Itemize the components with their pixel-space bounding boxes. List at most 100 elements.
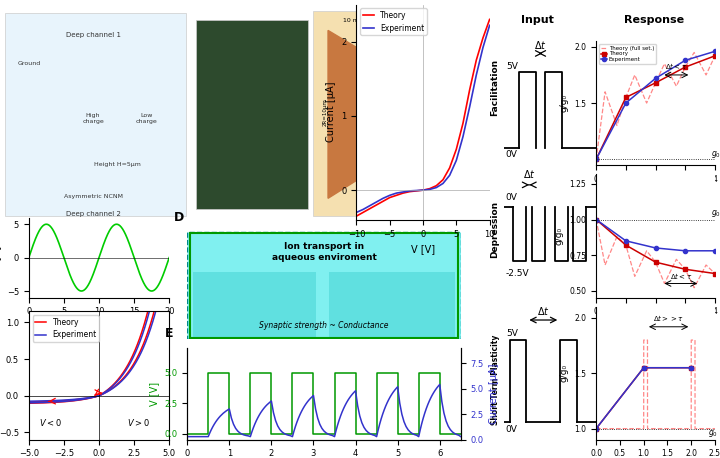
Y-axis label: V [V]: V [V] (0, 245, 1, 270)
Y-axis label: g/g₀: g/g₀ (555, 227, 564, 245)
Theory (392, 193, 400, 198)
Theory (385, 195, 394, 200)
Text: 0V: 0V (506, 425, 518, 434)
Theory (438, 177, 447, 182)
Text: Deep channel 1: Deep channel 1 (66, 32, 120, 38)
Theory (full set.) (672, 83, 680, 89)
Theory (445, 165, 454, 171)
Text: $V>0$: $V>0$ (127, 418, 150, 429)
Text: 0V: 0V (506, 150, 518, 159)
Theory (165, 178, 174, 184)
Experiment (485, 22, 494, 28)
Legend: Theory (full set.), Theory, Experiment: Theory (full set.), Theory, Experiment (599, 44, 656, 64)
Theory (399, 191, 408, 196)
Line: Theory: Theory (594, 54, 717, 161)
Experiment (405, 188, 414, 194)
Text: $\Delta t<\tau$: $\Delta t<\tau$ (670, 271, 692, 281)
Experiment (432, 185, 441, 191)
Experiment (24, 400, 33, 406)
Experiment (385, 193, 394, 198)
Text: -2.5V: -2.5V (506, 269, 529, 278)
X-axis label: Pulse nr.: Pulse nr. (638, 189, 673, 198)
Experiment (352, 210, 361, 215)
X-axis label: Pulse nr.: Pulse nr. (638, 322, 673, 331)
Experiment (459, 134, 467, 139)
Text: Depression: Depression (490, 201, 500, 257)
Theory (full set.) (660, 61, 669, 66)
Text: $\Delta t>>\tau$: $\Delta t>>\tau$ (653, 313, 684, 323)
Experiment (452, 158, 461, 163)
Theory (25, 400, 34, 406)
Text: D: D (174, 211, 184, 224)
Text: $\Delta t<\tau$: $\Delta t<\tau$ (665, 61, 688, 71)
Experiment (479, 45, 487, 50)
Theory (full set.) (600, 89, 609, 94)
Theory (621, 95, 630, 100)
Theory (full set.) (702, 72, 711, 78)
Text: $\Delta t$: $\Delta t$ (523, 169, 536, 180)
Y-axis label: g/g₀: g/g₀ (560, 364, 569, 382)
Theory (143, 311, 151, 316)
Theory (426, 186, 434, 191)
Theory (full set.) (621, 95, 630, 100)
Line: Experiment: Experiment (594, 49, 717, 161)
Experiment (681, 58, 690, 63)
Theory (full set.) (631, 72, 639, 78)
Theory (366, 206, 374, 212)
Theory (full set.) (690, 50, 698, 55)
Theory (479, 35, 487, 41)
Theory (full set.) (711, 53, 719, 59)
Experiment (366, 203, 374, 208)
Experiment (445, 173, 454, 178)
Experiment (25, 400, 34, 406)
Experiment (165, 193, 174, 199)
Theory (full set.) (613, 123, 621, 128)
X-axis label: t [s]: t [s] (89, 322, 109, 332)
Theory (110, 381, 119, 386)
Line: Theory: Theory (356, 19, 490, 216)
Text: 2R₀=200μm: 2R₀=200μm (470, 95, 475, 129)
Theory (405, 189, 414, 194)
Experiment (110, 382, 119, 387)
Theory (108, 383, 117, 388)
Experiment (143, 317, 151, 322)
Text: 2R=10μm: 2R=10μm (323, 98, 328, 126)
Experiment (419, 187, 428, 193)
Text: Response: Response (624, 15, 685, 25)
Legend: Theory, Experiment: Theory, Experiment (32, 315, 99, 342)
Polygon shape (328, 30, 465, 198)
Experiment (399, 189, 408, 195)
Y-axis label: Current [µA]: Current [µA] (490, 364, 500, 424)
Theory (711, 53, 719, 59)
Y-axis label: V [V]: V [V] (149, 382, 159, 406)
Experiment (152, 279, 161, 285)
Text: Ground: Ground (18, 61, 41, 66)
Theory (full set.) (651, 80, 660, 86)
Y-axis label: g/g₀: g/g₀ (560, 94, 569, 112)
Experiment (711, 49, 719, 54)
Text: $g_0$: $g_0$ (708, 428, 718, 439)
Text: 0V: 0V (506, 193, 518, 202)
Theory (419, 187, 428, 193)
Experiment (472, 72, 481, 78)
Text: E: E (166, 327, 174, 340)
Text: aqueous enviroment: aqueous enviroment (271, 253, 377, 262)
Text: $g_0$: $g_0$ (711, 149, 720, 160)
Text: Deep channel 2: Deep channel 2 (66, 211, 120, 217)
Theory (152, 271, 161, 276)
Experiment (651, 76, 660, 81)
FancyBboxPatch shape (0, 5, 490, 220)
Text: Asymmetric NCNM: Asymmetric NCNM (63, 194, 122, 199)
Text: $\Delta t$: $\Delta t$ (534, 39, 547, 51)
Theory (full set.) (681, 64, 690, 70)
Text: 10 mM KCl: 10 mM KCl (343, 18, 376, 23)
FancyBboxPatch shape (330, 272, 455, 337)
Experiment (592, 157, 600, 162)
Theory (452, 147, 461, 152)
Experiment (426, 187, 434, 192)
Text: F: F (477, 0, 485, 3)
Line: Experiment: Experiment (356, 25, 490, 213)
Experiment (412, 188, 420, 193)
Text: 5V: 5V (506, 329, 518, 338)
Theory (472, 58, 481, 63)
